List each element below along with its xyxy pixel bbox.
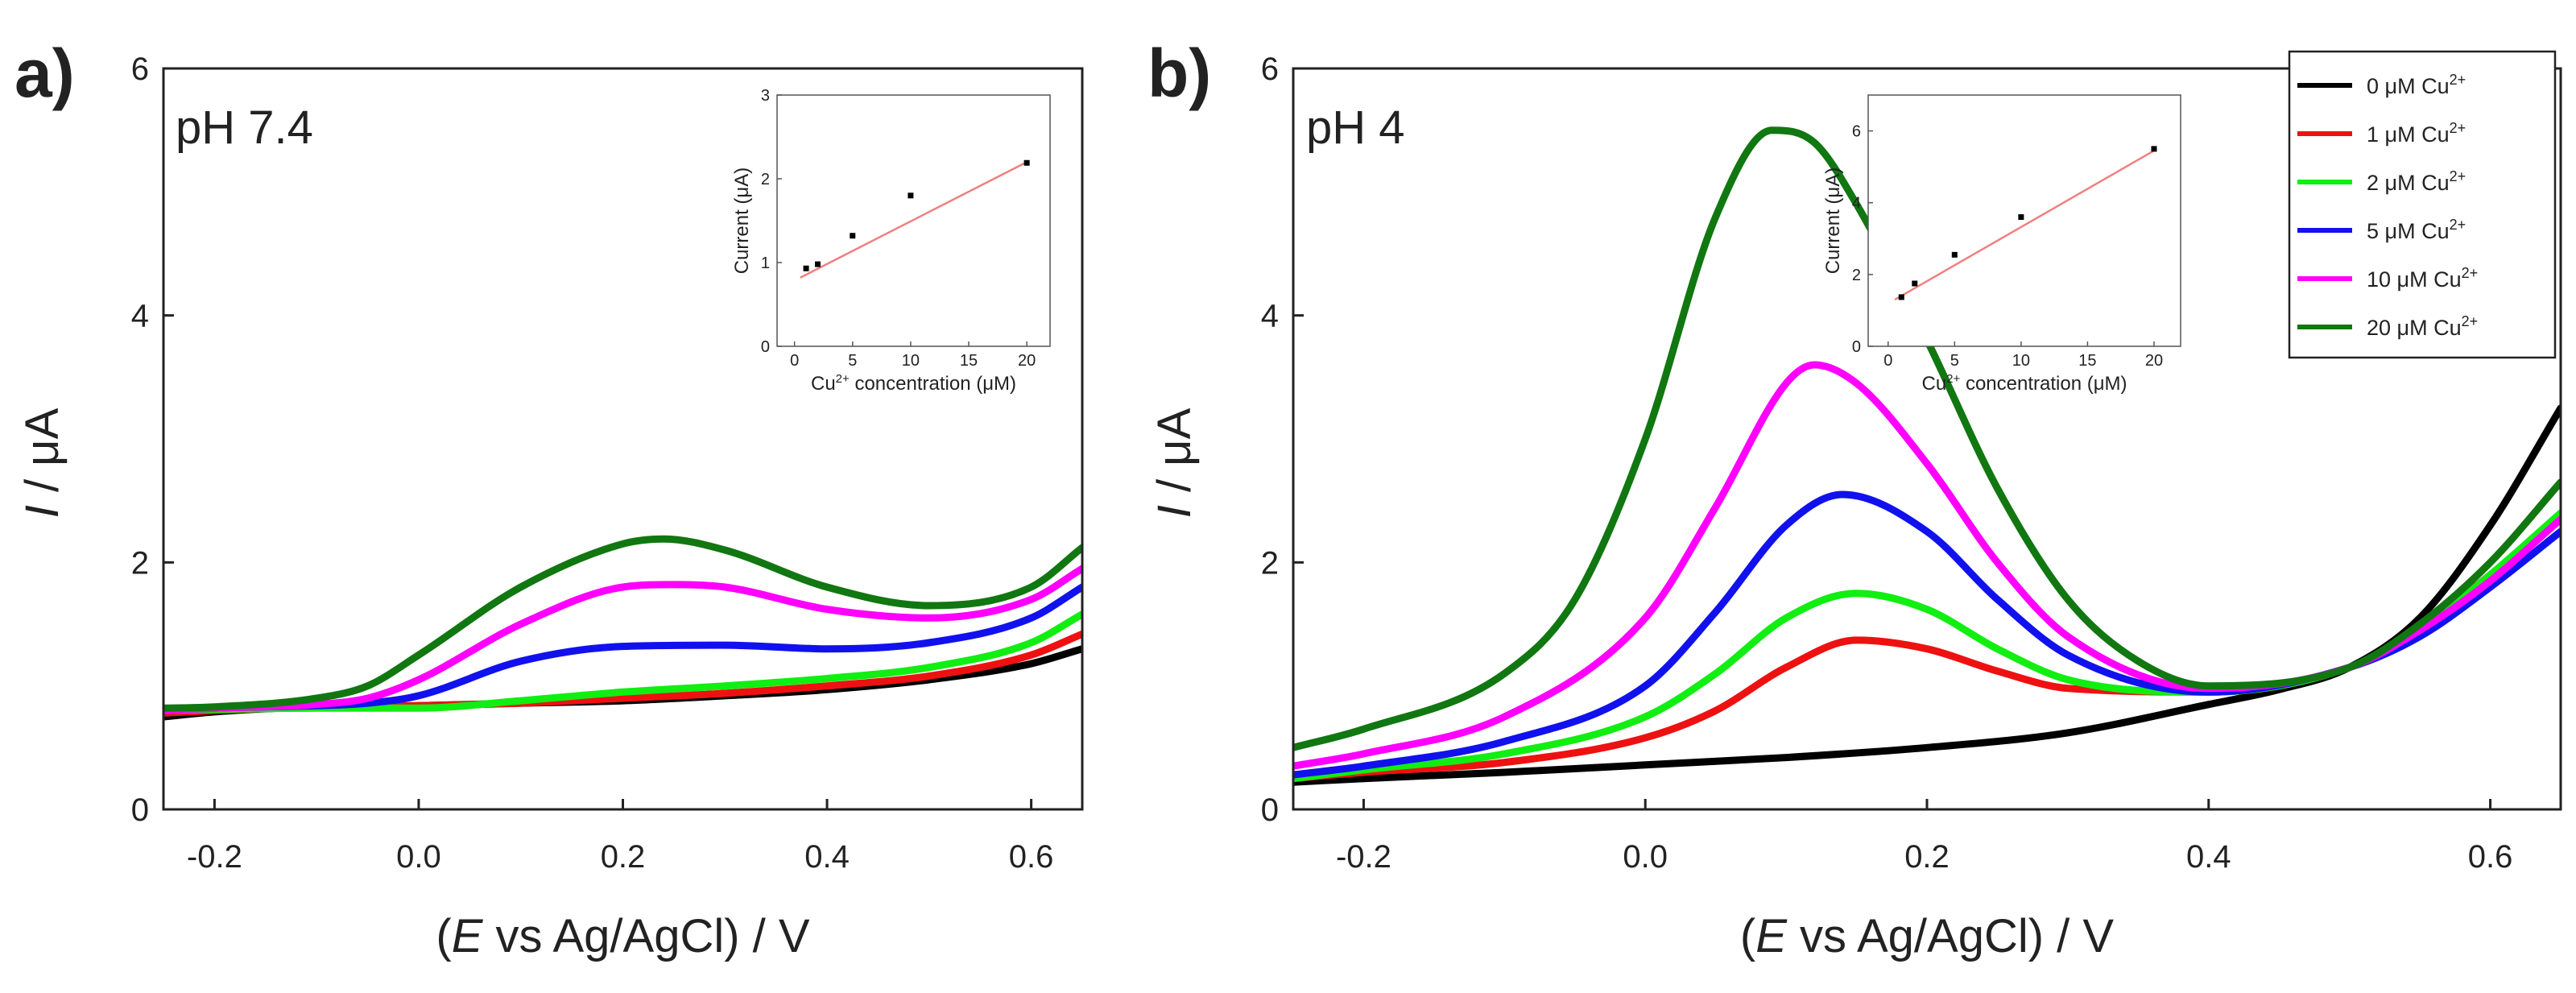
legend-label: 0 μM Cu2+ (2367, 72, 2466, 98)
legend-frame (2288, 50, 2557, 359)
inset-data-point (1023, 159, 1030, 166)
inset-data-point (2018, 214, 2024, 221)
series-line-4 (1293, 361, 2561, 770)
inset-y-tick-label: 2 (761, 171, 770, 188)
x-tick-label: 0.4 (2186, 839, 2231, 875)
condition-label: pH 4 (1306, 101, 1405, 154)
inset-x-axis-title: Cu2+ concentration (μM) (811, 372, 1016, 395)
legend-label: 10 μM Cu2+ (2367, 265, 2478, 292)
inset-fit-line (800, 161, 1028, 279)
legend-label: 1 μM Cu2+ (2367, 120, 2466, 147)
y-axis-title: I / μA (1148, 408, 1201, 518)
series-line-1 (1293, 515, 2561, 783)
inset-x-tick-label: 20 (2145, 352, 2163, 370)
legend-label: 5 μM Cu2+ (2367, 217, 2466, 243)
y-tick-label: 2 (1261, 545, 1279, 581)
x-tick-label: 0.2 (1904, 839, 1950, 875)
inset-y-tick-label: 3 (761, 87, 770, 105)
panel-b: -0.2 0.0 0.2 0.4 0.6 0 2 4 6 b) pH 4 (E vs Ag/AgCl)… (1147, 35, 2562, 962)
inset-frame (1867, 94, 2181, 347)
inset-data-point (850, 233, 856, 239)
y-tick-label: 2 (131, 545, 149, 581)
series-line-4 (163, 565, 1082, 714)
y-tick-label: 6 (131, 52, 149, 87)
inset-x-tick-label: 15 (2078, 352, 2096, 370)
inset-data-point (1951, 251, 1958, 258)
x-axis-title: (E vs Ag/AgCl) / V (436, 910, 809, 962)
panel-label: b) (1147, 35, 1211, 111)
inset-y-tick-label: 2 (1852, 267, 1861, 284)
x-axis-title: (E vs Ag/AgCl) / V (1740, 910, 2114, 962)
inset-data-point (803, 265, 809, 271)
x-tick-label: 0.6 (2468, 839, 2513, 875)
series-line-3 (1293, 490, 2561, 779)
legend-label: 20 μM Cu2+ (2367, 313, 2478, 340)
inset-x-tick-label: 10 (2012, 352, 2030, 370)
inset-a: 0 5 10 15 20 0 1 2 3 Cu2+ concentration (μM) Curre… (731, 87, 1051, 395)
inset-y-axis-title: Current (μA) (731, 168, 753, 275)
y-tick-label: 0 (131, 792, 149, 828)
inset-y-tick-label: 0 (761, 338, 770, 356)
x-tick-label: -0.2 (1336, 839, 1391, 875)
y-axis-title: I / μA (16, 408, 68, 518)
series-line-0 (1293, 404, 2561, 786)
inset-x-tick-label: 0 (790, 352, 799, 370)
y-tick-label: 4 (131, 299, 149, 334)
inset-data-point (2151, 146, 2157, 152)
inset-x-tick-label: 10 (902, 352, 920, 370)
y-tick-label: 0 (1261, 792, 1279, 828)
x-tick-label: 0.0 (396, 839, 441, 875)
condition-label: pH 7.4 (176, 101, 313, 154)
x-tick-label: 0.2 (601, 839, 646, 875)
legend: 0 μM Cu2+ 1 μM Cu2+ 2 μM Cu2+ 5 μM Cu2+ 10 μ… (2288, 50, 2557, 359)
inset-y-tick-label: 4 (1852, 195, 1861, 213)
inset-y-axis-title: Current (μA) (1822, 168, 1844, 275)
x-tick-label: 0.6 (1009, 839, 1054, 875)
legend-label: 2 μM Cu2+ (2367, 168, 2466, 195)
inset-x-tick-label: 0 (1883, 352, 1892, 370)
inset-data-point (908, 192, 914, 199)
inset-b: 0 5 10 15 20 0 2 4 6 Cu2+ concentration (μM) Curre… (1822, 94, 2181, 395)
inset-fit-line (1894, 150, 2155, 301)
series-line-5 (163, 535, 1082, 712)
inset-data-point (1912, 280, 1918, 287)
inset-x-tick-label: 20 (1018, 352, 1036, 370)
inset-x-tick-label: 5 (848, 352, 857, 370)
inset-y-tick-label: 0 (1852, 338, 1861, 356)
inset-x-tick-label: 5 (1950, 352, 1959, 370)
y-tick-label: 4 (1261, 299, 1279, 334)
y-tick-label: 6 (1261, 52, 1279, 87)
panel-label: a) (14, 35, 75, 111)
inset-y-tick-label: 6 (1852, 123, 1861, 141)
x-tick-label: 0.4 (804, 839, 850, 875)
panel-a: -0.2 0.0 0.2 0.4 0.6 0 2 4 6 a) pH 7.4 (E vs Ag/AgC… (14, 35, 1084, 962)
inset-x-axis-title: Cu2+ concentration (μM) (1921, 372, 2127, 395)
inset-x-tick-label: 15 (960, 352, 978, 370)
inset-data-point (1898, 294, 1904, 300)
inset-data-point (814, 261, 821, 267)
inset-y-tick-label: 1 (761, 254, 770, 272)
x-tick-label: -0.2 (187, 839, 242, 875)
x-tick-label: 0.0 (1623, 839, 1668, 875)
